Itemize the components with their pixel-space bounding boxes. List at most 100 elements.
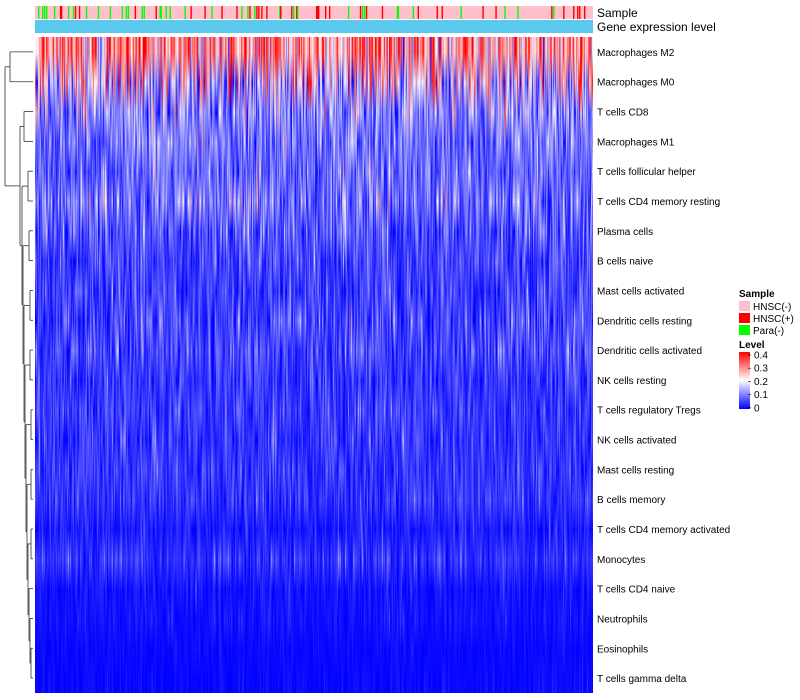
expression-track-label: Gene expression level (597, 20, 716, 34)
sample-mark (317, 6, 320, 19)
sample-mark (573, 6, 575, 19)
sample-mark (41, 6, 44, 19)
row-label: B cells naive (597, 257, 654, 268)
sample-mark (256, 6, 258, 19)
sample-mark (551, 6, 553, 19)
sample-mark (297, 6, 299, 19)
sample-mark (211, 6, 213, 19)
row-label: NK cells resting (597, 376, 666, 387)
legend-swatch (739, 313, 750, 323)
sample-mark (291, 6, 293, 19)
sample-mark (59, 6, 62, 19)
sample-mark (441, 6, 443, 19)
sample-mark (37, 6, 40, 19)
row-label: T cells CD8 (597, 108, 649, 119)
legend-entry-label: HNSC(+) (753, 314, 794, 325)
sample-mark (53, 6, 56, 19)
sample-mark (584, 6, 586, 19)
row-label: Macrophages M2 (597, 48, 675, 59)
sample-mark (460, 6, 462, 19)
row-label: Mast cells activated (597, 286, 684, 297)
sample-mark (412, 6, 415, 19)
sample-mark (184, 6, 186, 19)
sample-mark (563, 6, 565, 19)
legend-level-title: Level (739, 340, 765, 351)
row-label: Plasma cells (597, 227, 653, 238)
sample-mark (365, 6, 368, 19)
sample-mark (159, 6, 161, 19)
sample-mark (165, 6, 167, 19)
sample-mark (495, 6, 497, 19)
expression-annotation-track (35, 20, 593, 33)
level-tick-label: 0.2 (754, 377, 768, 388)
sample-mark (579, 6, 581, 19)
sample-mark (241, 6, 243, 19)
sample-mark (74, 6, 77, 19)
row-label: T cells CD4 naive (597, 585, 676, 596)
sample-mark (266, 6, 268, 19)
sample-mark (249, 6, 251, 19)
sample-mark (155, 6, 157, 19)
level-tick-label: 0.4 (754, 351, 768, 362)
sample-mark (296, 6, 298, 19)
sample-mark (293, 6, 295, 19)
sample-mark (381, 6, 384, 19)
row-label: Dendritic cells activated (597, 346, 702, 357)
row-label: B cells memory (597, 495, 665, 506)
row-label: T cells gamma delta (597, 674, 687, 685)
sample-mark (97, 6, 100, 19)
sample-mark (127, 6, 130, 19)
sample-mark (577, 6, 579, 19)
sample-mark (85, 6, 88, 19)
sample-mark (254, 6, 256, 19)
sample-mark (396, 6, 399, 19)
sample-mark (190, 6, 192, 19)
row-label: NK cells activated (597, 436, 676, 447)
sample-mark (397, 6, 400, 19)
row-label: Neutrophils (597, 614, 648, 625)
sample-mark (347, 6, 350, 19)
sample-mark (363, 6, 366, 19)
sample-mark (109, 6, 112, 19)
sample-mark (141, 6, 144, 19)
sample-mark (160, 6, 162, 19)
sample-mark (279, 6, 281, 19)
sample-mark (125, 6, 128, 19)
legend-swatch (739, 301, 750, 311)
sample-mark (67, 6, 70, 19)
sample-mark (169, 6, 171, 19)
sample-mark (417, 6, 420, 19)
sample-mark (60, 6, 63, 19)
sample-mark (315, 6, 318, 19)
sample-mark (247, 6, 249, 19)
sample-mark (553, 6, 555, 19)
legend-sample-title: Sample (739, 289, 775, 300)
sample-mark (517, 6, 519, 19)
level-tick-label: 0.3 (754, 364, 768, 375)
sample-mark (143, 6, 146, 19)
sample-mark (121, 6, 124, 19)
row-label: Macrophages M0 (597, 78, 675, 89)
sample-mark (328, 6, 331, 19)
sample-mark (261, 6, 263, 19)
level-colorbar (739, 352, 750, 409)
legend-entry-label: Para(-) (753, 326, 784, 337)
sample-mark (436, 6, 438, 19)
row-label: Eosinophils (597, 644, 648, 655)
sample-mark (43, 6, 46, 19)
row-label: T cells follicular helper (597, 167, 696, 178)
row-label: T cells CD4 memory resting (597, 197, 720, 208)
legend-entry-label: HNSC(-) (753, 302, 791, 313)
sample-mark (504, 6, 506, 19)
expression-track-bar (35, 20, 593, 33)
row-label: T cells regulatory Tregs (597, 406, 701, 417)
sample-mark (359, 6, 362, 19)
level-tick-label: 0.1 (754, 390, 768, 401)
sample-track-label: Sample (597, 6, 638, 20)
row-dendrogram (4, 51, 33, 679)
sample-mark (316, 6, 319, 19)
row-label: T cells CD4 memory activated (597, 525, 730, 536)
sample-mark (45, 6, 48, 19)
row-label: Dendritic cells resting (597, 316, 692, 327)
